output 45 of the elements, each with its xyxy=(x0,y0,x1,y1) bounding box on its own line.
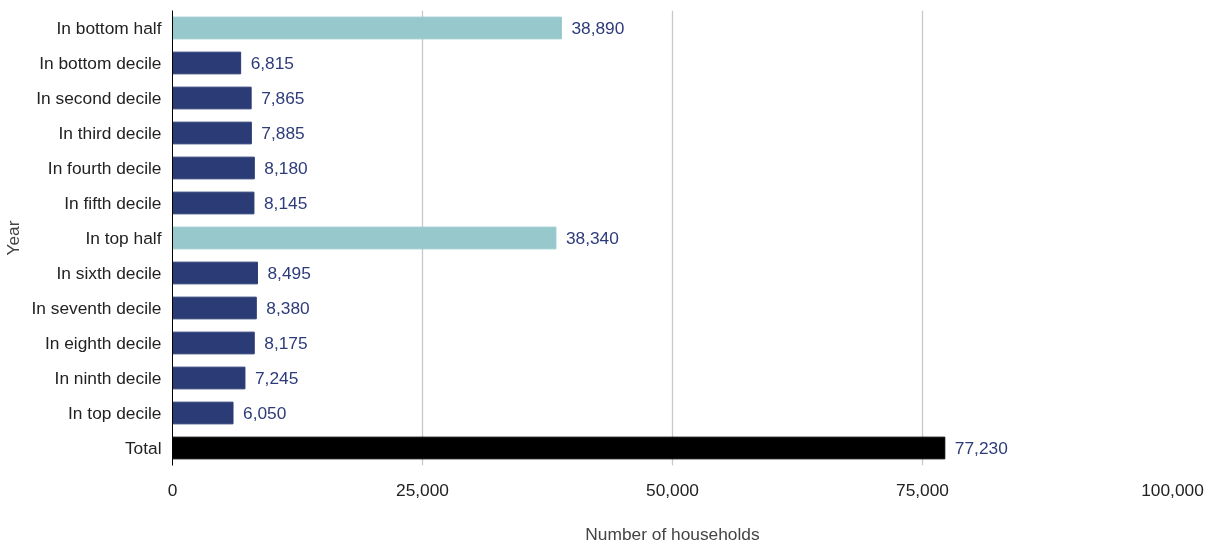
y-tick-label: In fifth decile xyxy=(64,193,162,213)
bar xyxy=(172,226,557,250)
data-label: 6,050 xyxy=(243,403,287,423)
bar xyxy=(172,121,252,145)
y-tick-label: In seventh decile xyxy=(31,298,162,318)
data-label: 8,180 xyxy=(264,158,308,178)
bar xyxy=(172,191,255,215)
bar xyxy=(172,86,252,110)
data-label: 7,245 xyxy=(254,368,299,388)
x-axis-title: Number of households xyxy=(585,523,761,544)
data-label: 38,340 xyxy=(565,228,619,248)
bar xyxy=(172,51,242,75)
y-tick-label: In top half xyxy=(85,228,162,248)
data-label: 77,230 xyxy=(954,438,1008,458)
bar xyxy=(172,331,255,355)
bar xyxy=(172,156,255,180)
data-label: 8,495 xyxy=(267,263,311,283)
bar xyxy=(172,366,246,390)
bar xyxy=(172,296,257,320)
data-label: 8,380 xyxy=(266,298,310,318)
x-tick-label: 0 xyxy=(167,479,178,500)
bar xyxy=(172,401,234,425)
y-axis-title: Year xyxy=(3,220,24,256)
y-tick-label: In top decile xyxy=(68,403,162,423)
x-tick-label: 25,000 xyxy=(396,479,449,500)
y-tick-label: In bottom half xyxy=(56,18,162,38)
y-tick-label: In bottom decile xyxy=(39,53,162,73)
y-tick-label: In eighth decile xyxy=(44,333,162,353)
y-tick-label: In second decile xyxy=(36,88,162,108)
data-label: 7,865 xyxy=(261,88,305,108)
y-tick-label: In sixth decile xyxy=(56,263,162,283)
bar xyxy=(172,261,258,285)
data-label: 7,885 xyxy=(261,123,305,143)
data-label: 38,890 xyxy=(571,18,625,38)
y-tick-label: In third decile xyxy=(58,123,162,143)
data-label: 8,145 xyxy=(263,193,308,213)
y-tick-label: Total xyxy=(124,438,162,458)
data-label: 8,175 xyxy=(264,333,308,353)
data-label: 6,815 xyxy=(250,53,295,73)
x-tick-label: 75,000 xyxy=(896,479,949,500)
x-tick-label: 50,000 xyxy=(646,479,699,500)
x-tick-label: 100,000 xyxy=(1141,479,1204,500)
y-tick-label: In fourth decile xyxy=(47,158,162,178)
y-tick-label: In ninth decile xyxy=(54,368,162,388)
bar xyxy=(172,16,562,40)
